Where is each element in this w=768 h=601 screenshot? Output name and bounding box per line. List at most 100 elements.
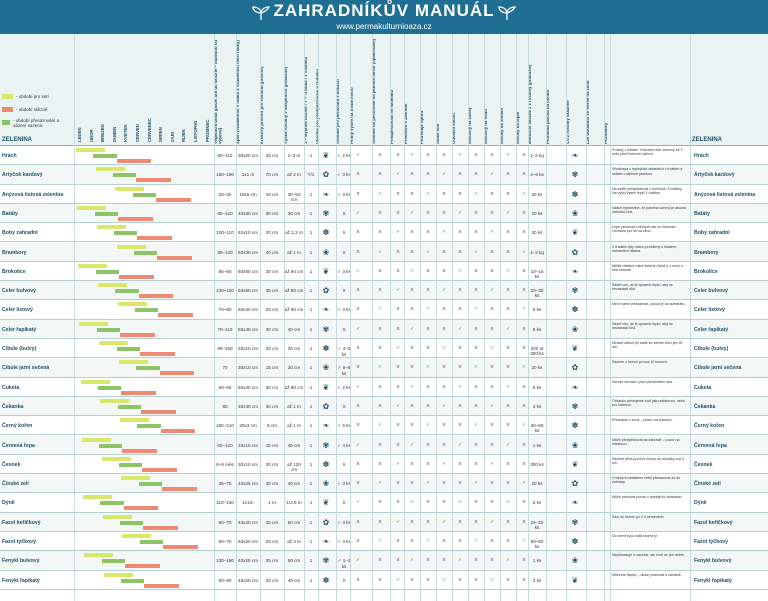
planting-bar [96,327,121,332]
cross-icon: X [426,518,430,524]
cross-icon: X [426,152,430,157]
vegetable-name: Česnek [2,461,21,468]
column-header: Snáší stín [436,123,440,144]
vegetable-name-right: Celer bulvový [694,288,729,295]
check-icon: ✓ [410,441,414,447]
check-icon: ✓ [426,480,430,486]
planting-bar [94,211,118,216]
harvest-part-icon: ✽ [571,421,579,431]
column-header: Výška rostliny v dospělosti (přibližně) [284,66,288,144]
plant-icon: ✽ [322,459,330,469]
table-header [0,34,768,146]
cross-icon: X [396,209,400,215]
cell-ks: X [342,230,346,236]
vegetable-name-right: Čekanka [694,403,716,410]
cross-icon: X [410,345,414,350]
harvest-bar [159,371,195,376]
cross-icon: X [442,248,446,254]
month-header: SRPEN [159,127,164,142]
check-icon: ✓ [490,345,494,350]
cell-yield: 1 ks [532,442,542,448]
harvest-bar [122,448,158,453]
check-icon: ✓ [442,518,446,524]
sowing-bar [117,302,147,307]
table-row: Batáty Batáty 90–120 40x60 cm 30 cm 30 cm 1 X 20… [0,203,768,224]
check-icon: ✓ [458,383,462,389]
cell-yield: 20–30 ks [530,288,544,299]
check-icon: ✓ [396,576,400,582]
vegetable-name: Celer řapíkatý [2,326,37,333]
cross-icon: X [356,576,360,582]
cross-icon: X [506,402,510,408]
planting-bar [100,501,124,506]
table-row: Celer listový Celer listový 70–80 50x40 cm 2… [0,300,768,320]
row-note: Sereze mírová v před předmětem síla. [612,379,674,384]
plant-icon: ✾ [322,440,330,450]
page-title: ZAHRADNÍKŮV MANUÁL [273,1,495,20]
cell-spon: 60x60 cm [238,288,258,294]
sprout-icon [498,6,517,20]
check-icon: ✓ [522,190,526,196]
cell-vyska: 30 cm [287,346,301,351]
cell-veg: 60–120 [217,442,233,448]
cross-icon: X [356,538,360,543]
cross-icon: X [396,422,400,428]
row-note: Do země jsou sušit kromě je. [612,534,659,538]
row-note: Sázet ven, až je opravdu teplo, aby se n… [612,321,673,330]
cell-vyska: až 1,2 m [285,230,303,236]
zelenina-label-left: ZELENINA [2,137,32,143]
cell-veg: 90–120 [217,210,233,216]
planting-bar [134,250,158,255]
cell-prostor: 20 cm [265,461,279,467]
vegetable-name: Červená řepa [2,442,35,449]
harvest-part-icon: ❧ [571,266,579,276]
cross-icon: X [378,576,382,582]
month-header: PROSINEC [205,119,210,142]
cross-icon: X [426,576,430,582]
cell-veg: 130–180 [216,558,234,564]
cross-icon: X [474,383,478,389]
plant-icon: ✽ [322,344,330,353]
harvest-part-icon: ✽ [571,537,579,546]
cross-icon: X [410,190,414,196]
plant-icon: ✿ [322,286,330,296]
plant-icon: ❀ [322,363,330,373]
cell-veg: 60–80 [218,577,232,583]
cross-icon: X [426,460,430,466]
cross-icon: X [378,209,382,215]
check-icon: ✓ [410,325,414,331]
sowing-bar [122,534,152,538]
site-url[interactable]: www.permakulturnioaza.cz [336,22,432,31]
sowing-bar [95,167,125,172]
cross-icon: X [474,557,478,563]
planting-bar [114,231,138,236]
vegetable-name: Dýně [2,500,15,507]
check-icon: ✓ [378,538,382,543]
harvest-bar [161,487,197,492]
check-icon: ✓ [474,422,478,428]
cross-icon: X [522,383,526,389]
row-note: Nepřesazuje u sazenic, ale tvoří se jen … [612,553,685,558]
cross-icon: X [356,229,360,235]
cross-icon: X [490,306,494,312]
cell-yield: 200 at 300 ks [530,346,544,356]
cross-icon: X [378,460,382,466]
cross-icon: X [410,422,414,428]
cell-ks: X [342,210,346,216]
cross-icon: X [490,325,494,331]
check-icon: ✓ [458,441,462,447]
harvest-bar [140,409,176,414]
cell-vyska: 30–50 cm [287,191,301,202]
cell-vyska: 50 cm [287,519,301,525]
cell-typ: 1 [309,153,313,158]
check-icon: ✓ [490,460,494,466]
sowing-bar [116,244,146,249]
cell-yield: 20 ks [531,365,543,371]
cross-icon: X [442,267,446,273]
table-row: Česnek Česnek 8–9 měs 30x10 cm 20 cm až 120 c… [0,455,768,475]
cross-icon: X [426,499,430,505]
cell-ks: ✓ 3 ks [337,191,351,197]
check-icon: ✓ [490,171,494,177]
column-header: Předpěstování ve skleníku [390,90,394,144]
cross-icon: X [426,325,430,331]
